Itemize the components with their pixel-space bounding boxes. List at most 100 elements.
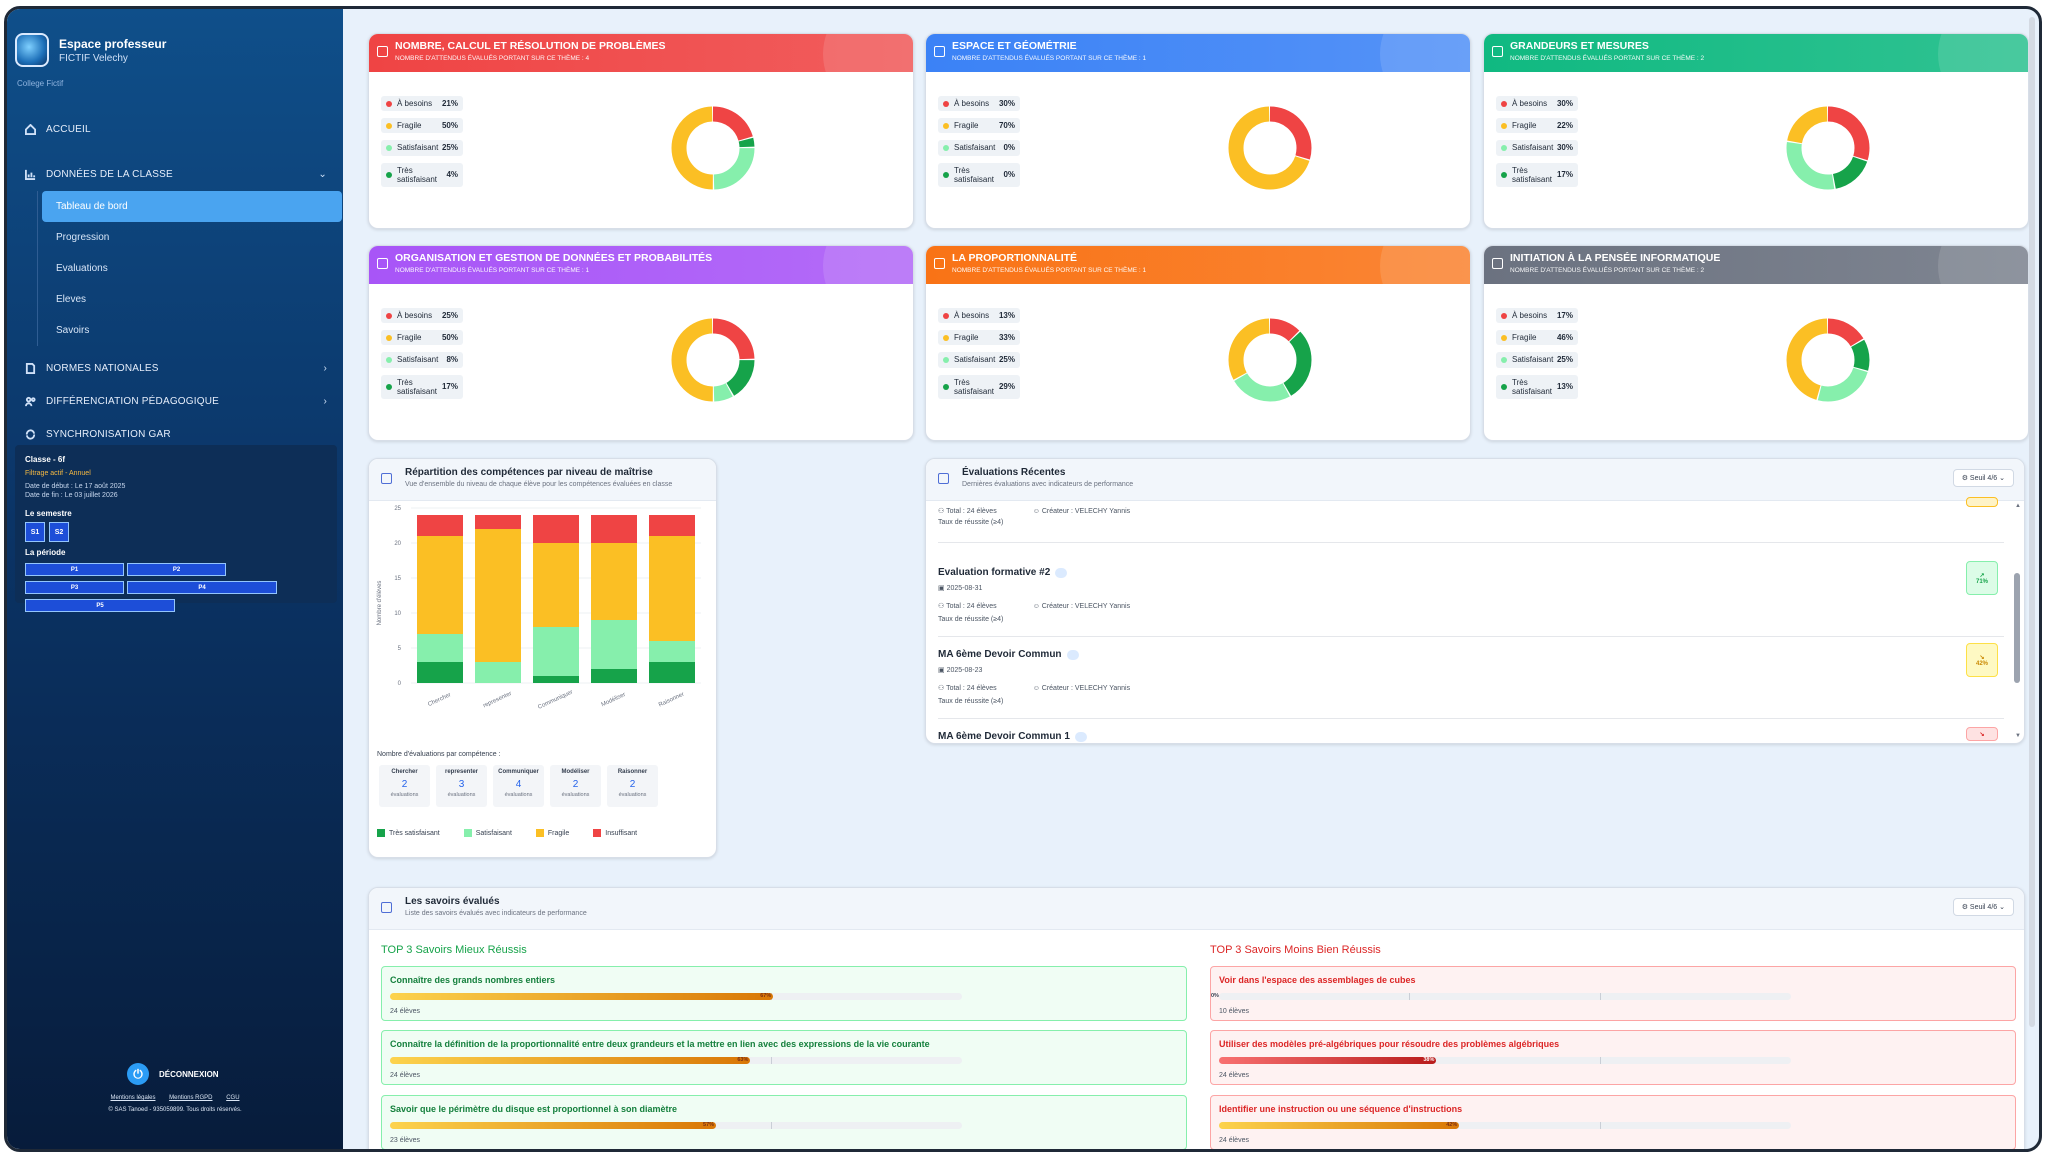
sidebar-subitem-progression[interactable]: Progression — [56, 232, 110, 243]
periode-p1-button[interactable]: P1 — [25, 563, 124, 576]
link-cgu[interactable]: CGU — [226, 1095, 240, 1101]
legend-dot — [943, 100, 949, 107]
scrollbar-thumb[interactable] — [2014, 573, 2020, 683]
savoir-count: 24 élèves — [1219, 1137, 1249, 1144]
sidebar-item-label: DIFFÉRENCIATION PÉDAGOGIQUE — [46, 396, 220, 407]
theme-card[interactable]: GRANDEURS ET MESURES NOMBRE D'ATTENDUS ÉV… — [1483, 33, 2029, 229]
legend-label: Très satisfaisant — [397, 377, 438, 396]
periode-p2-button[interactable]: P2 — [127, 563, 226, 576]
competence-count-box: Modéliser 2 évaluations — [550, 765, 601, 807]
x-tick-label: Communiquer — [537, 689, 574, 710]
legend-dot — [1501, 356, 1507, 363]
bar-segment — [591, 515, 637, 543]
sidebar-item-label: DONNÉES DE LA CLASSE — [46, 169, 173, 180]
repartition-subtitle: Vue d'ensemble du niveau de chaque élève… — [405, 481, 673, 488]
theme-icon — [934, 258, 945, 269]
donut-slice — [1786, 318, 1870, 402]
sidebar-item-normes[interactable]: NORMES NATIONALES › — [15, 352, 337, 385]
evaluations-scrollbar[interactable]: ▲ ▼ — [2014, 503, 2021, 739]
donut-chart — [1228, 106, 1312, 190]
legend-dot — [1501, 171, 1507, 178]
info-badge — [1055, 567, 1068, 578]
sidebar-subitem-savoirs[interactable]: Savoirs — [56, 325, 90, 336]
evaluation-row[interactable]: MA 6ème Devoir Commun ▣ 2025-08-23 ⚇ Total… — [938, 637, 2004, 719]
legend-item: Très satisfaisant 4% — [381, 162, 463, 187]
link-mentions-legales[interactable]: Mentions légales — [110, 1095, 156, 1101]
seuil-select[interactable]: ⚙ Seuil 4/6 ⌄ — [1952, 898, 2014, 916]
evaluation-row[interactable]: MA 6ème Devoir Commun 1 ↘ — [938, 719, 2004, 743]
worst-savoir-card[interactable]: Utiliser des modèles pré-algébriques pou… — [1210, 1030, 2016, 1085]
legend-label: Satisfaisant — [397, 143, 439, 153]
savoir-title: Connaître la définition de la proportion… — [390, 1039, 930, 1049]
college-logo — [15, 33, 49, 67]
theme-name: GRANDEURS ET MESURES — [1510, 40, 1649, 52]
legend-label: Très satisfaisant — [1512, 377, 1553, 396]
competence-unit: évaluations — [504, 792, 533, 798]
legend-label: Satisfaisant — [1512, 143, 1554, 153]
theme-card[interactable]: NOMBRE, CALCUL ET RÉSOLUTION DE PROBLÈME… — [368, 33, 914, 229]
stacked-bar-chart: 0 5 10 15 20 25 Nombre d'élèves Chercher represe… — [377, 506, 701, 711]
semestre-s2-button[interactable]: S2 — [49, 522, 69, 542]
bar-segment — [533, 676, 579, 683]
donut-slice — [671, 106, 755, 190]
legend-item: À besoins 30% — [938, 96, 1020, 112]
theme-card[interactable]: INITIATION À LA PENSÉE INFORMATIQUE NOMBR… — [1483, 245, 2029, 441]
legend-percent: 13% — [1556, 382, 1573, 392]
page-scrollbar[interactable] — [2029, 17, 2035, 1027]
legend-label: Fragile — [1512, 121, 1537, 131]
brand-user: FICTIF Velechy — [59, 52, 128, 64]
theme-count: NOMBRE D'ATTENDUS ÉVALUÉS PORTANT SUR CE… — [1510, 55, 1705, 62]
sidebar-subitem-tableau-de-bord[interactable]: Tableau de bord — [42, 191, 342, 222]
evaluation-row[interactable]: ⚇ Total : 24 élèves ☺ Créateur : VELECHY … — [938, 497, 2004, 543]
savoir-count: 24 élèves — [1219, 1072, 1249, 1079]
count-title: Nombre d'évaluations par compétence : — [377, 751, 501, 758]
filter-status: Filtrage actif - Annuel — [25, 470, 91, 477]
seuil-select[interactable]: ⚙ Seuil 4/6 ⌄ — [1952, 469, 2014, 487]
periode-p5-button[interactable]: P5 — [25, 599, 175, 612]
worst-savoir-card[interactable]: Voir dans l'espace des assemblages de cu… — [1210, 966, 2016, 1021]
sync-icon — [25, 429, 36, 440]
theme-card-header: INITIATION À LA PENSÉE INFORMATIQUE NOMBR… — [1484, 246, 2028, 326]
scroll-down-icon: ▼ — [2015, 733, 2021, 739]
best-savoir-card[interactable]: Savoir que le périmètre du disque est pr… — [381, 1095, 1187, 1149]
savoir-count: 23 élèves — [390, 1137, 420, 1144]
chevron-right-icon: › — [323, 396, 327, 407]
bar-segment — [417, 662, 463, 683]
sidebar-item-differenciation[interactable]: DIFFÉRENCIATION PÉDAGOGIQUE › — [15, 385, 337, 418]
theme-name: ESPACE ET GÉOMÉTRIE — [952, 40, 1077, 52]
sidebar-item-synchro[interactable]: SYNCHRONISATION GAR — [15, 418, 337, 451]
savoir-percent: 38% — [1423, 1057, 1435, 1063]
best-savoir-card[interactable]: Connaître la définition de la proportion… — [381, 1030, 1187, 1085]
decor-circle — [823, 246, 913, 326]
legend-percent: 8% — [446, 355, 458, 365]
worst-savoir-card[interactable]: Identifier une instruction ou une séquen… — [1210, 1095, 2016, 1149]
brand-title: Espace professeur — [59, 36, 167, 51]
legend-label: Très satisfaisant — [1512, 165, 1553, 184]
theme-card[interactable]: ESPACE ET GÉOMÉTRIE NOMBRE D'ATTENDUS ÉVA… — [925, 33, 1471, 229]
theme-card[interactable]: LA PROPORTIONNALITÉ NOMBRE D'ATTENDUS ÉVA… — [925, 245, 1471, 441]
sidebar-subitem-eleves[interactable]: Eleves — [56, 294, 87, 305]
sidebar-item-accueil[interactable]: ACCUEIL — [15, 113, 337, 146]
legend-item: Fragile 22% — [1496, 118, 1578, 134]
theme-card[interactable]: ORGANISATION ET GESTION DE DONNÉES ET PR… — [368, 245, 914, 441]
periode-p4-button[interactable]: P4 — [127, 581, 277, 594]
savoir-percent: 0% — [1211, 993, 1219, 999]
track-tick — [1599, 993, 1601, 1000]
sidebar-item-donnees[interactable]: DONNÉES DE LA CLASSE ⌄ — [15, 158, 337, 191]
semestre-s1-button[interactable]: S1 — [25, 522, 45, 542]
savoir-count: 10 élèves — [1219, 1008, 1249, 1015]
eval-creator: Créateur : VELECHY Yannis — [1041, 685, 1131, 692]
decor-circle — [1938, 246, 2028, 326]
legend-percent: 25% — [998, 355, 1015, 365]
sidebar-subitem-evaluations[interactable]: Evaluations — [56, 263, 108, 274]
best-savoir-card[interactable]: Connaître des grands nombres entiers 67% 2… — [381, 966, 1187, 1021]
theme-legend: À besoins 21% Fragile 50% Satisfaisant 25% Trè… — [381, 96, 463, 194]
legend-label: Très satisfaisant — [954, 377, 995, 396]
competence-count-box: Communiquer 4 évaluations — [493, 765, 544, 807]
periode-p3-button[interactable]: P3 — [25, 581, 124, 594]
link-mentions-rgpd[interactable]: Mentions RGPD — [169, 1095, 213, 1101]
savoir-title: Connaître des grands nombres entiers — [390, 975, 556, 985]
start-date: Date de début : Le 17 août 2025 — [25, 483, 126, 490]
logout-button[interactable]: ⏻ DÉCONNEXION — [127, 1063, 219, 1085]
evaluation-row[interactable]: Evaluation formative #2 ▣ 2025-08-31 ⚇ Tot… — [938, 555, 2004, 637]
